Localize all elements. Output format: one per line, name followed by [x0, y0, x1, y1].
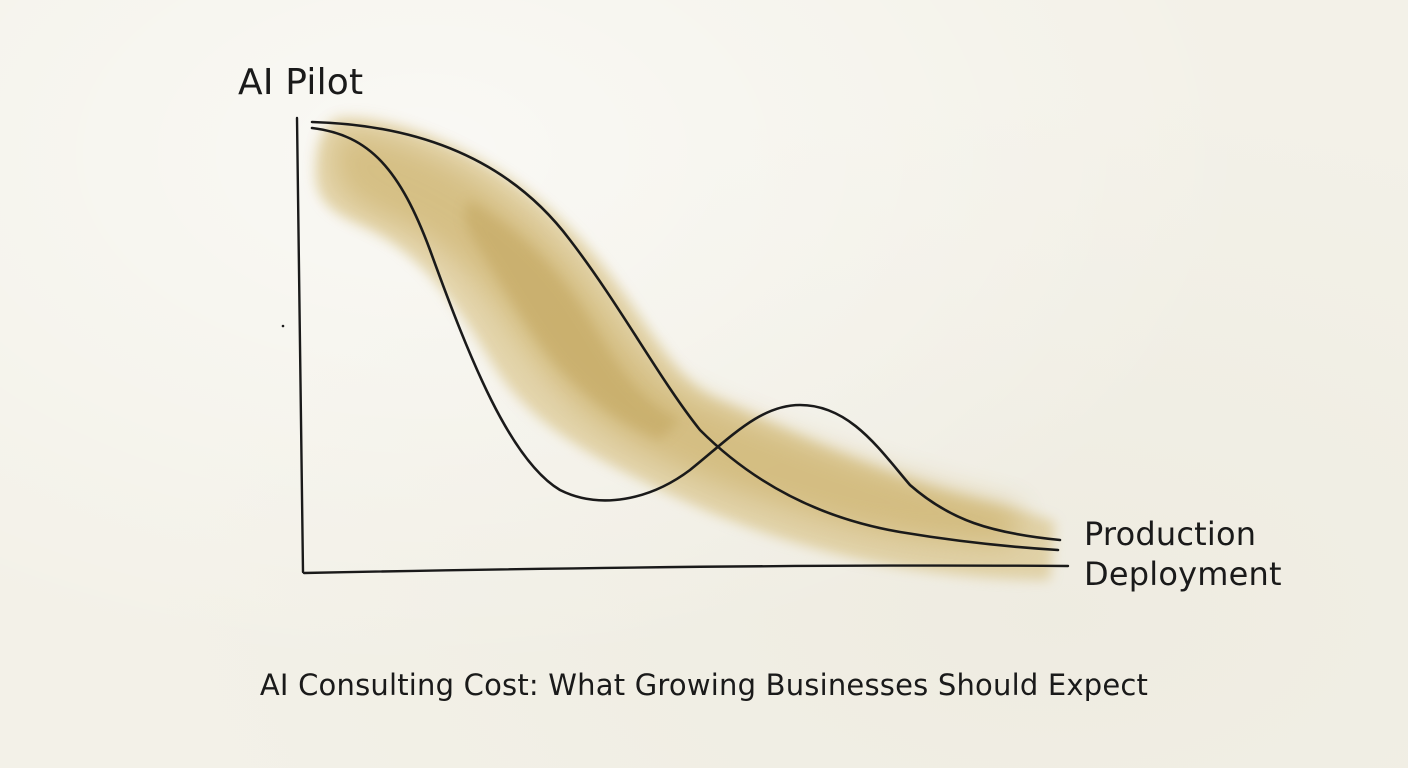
y-axis-label: AI Pilot	[238, 62, 364, 103]
x-axis-end-label: Production Deployment	[1084, 514, 1282, 594]
caption: AI Consulting Cost: What Growing Busines…	[259, 668, 1149, 702]
x-axis	[302, 564, 1070, 575]
watercolor-band	[315, 118, 1055, 580]
y-axis	[295, 116, 305, 574]
curve-dip-and-bump	[310, 126, 1062, 542]
ink-dot	[281, 324, 285, 328]
curve-smooth-decline	[310, 120, 1060, 552]
end-label-line1: Production	[1084, 515, 1257, 553]
end-label-line2: Deployment	[1084, 555, 1282, 593]
